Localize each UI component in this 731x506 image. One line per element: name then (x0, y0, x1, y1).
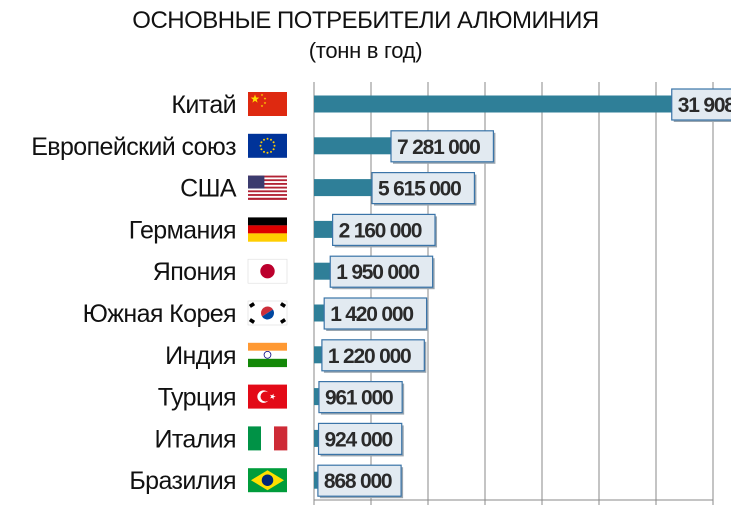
data-label-text: 1 220 000 (328, 345, 411, 368)
data-label: 5 615 000 (371, 172, 477, 206)
bar (314, 179, 379, 197)
bar (314, 137, 398, 155)
brazil-flag-icon (248, 468, 287, 493)
data-label: 7 281 000 (390, 130, 496, 164)
eu-flag-icon (248, 133, 287, 158)
data-label-text: 961 000 (325, 387, 393, 410)
category-label: Япония (153, 258, 236, 286)
data-label-text: 1 420 000 (330, 303, 413, 326)
china-flag-icon (248, 92, 287, 116)
data-label: 31 908 000 (671, 88, 731, 122)
bar (314, 95, 678, 113)
chart-title: ОСНОВНЫЕ ПОТРЕБИТЕЛИ АЛЮМИНИЯ (132, 7, 599, 34)
data-label: 1 220 000 (321, 339, 427, 373)
data-label-text: 31 908 000 (678, 94, 731, 117)
data-label: 868 000 (317, 464, 404, 499)
category-label: Европейский союз (31, 133, 236, 161)
india-flag-icon (248, 342, 287, 368)
category-label: Италия (154, 425, 236, 453)
category-label: Южная Корея (83, 300, 236, 328)
category-label: Бразилия (129, 467, 236, 495)
data-label: 2 160 000 (332, 213, 438, 248)
usa-flag-icon (248, 175, 287, 200)
japan-flag-icon (247, 258, 288, 284)
germany-flag-icon (248, 217, 287, 242)
turkey-flag-icon (248, 384, 287, 409)
data-label: 961 000 (318, 381, 405, 415)
data-label-text: 5 615 000 (378, 178, 461, 201)
data-label-text: 7 281 000 (397, 136, 480, 159)
data-label-text: 1 950 000 (336, 261, 419, 284)
data-label: 1 420 000 (323, 297, 429, 331)
gridlines (313, 82, 714, 500)
data-label-text: 2 160 000 (339, 219, 422, 242)
data-label-text: 868 000 (324, 470, 392, 493)
south-korea-flag-icon (247, 300, 288, 326)
data-label: 924 000 (317, 422, 404, 457)
data-label-text: 924 000 (325, 428, 393, 451)
chart-subtitle: (тонн в год) (308, 38, 423, 63)
category-label: Китай (171, 91, 236, 119)
italy-flag-icon (248, 426, 288, 451)
category-label: США (180, 175, 237, 203)
category-label: Германия (129, 216, 236, 244)
category-label: Турция (158, 384, 236, 412)
category-label: Индия (165, 342, 236, 370)
data-label: 1 950 000 (329, 255, 435, 290)
